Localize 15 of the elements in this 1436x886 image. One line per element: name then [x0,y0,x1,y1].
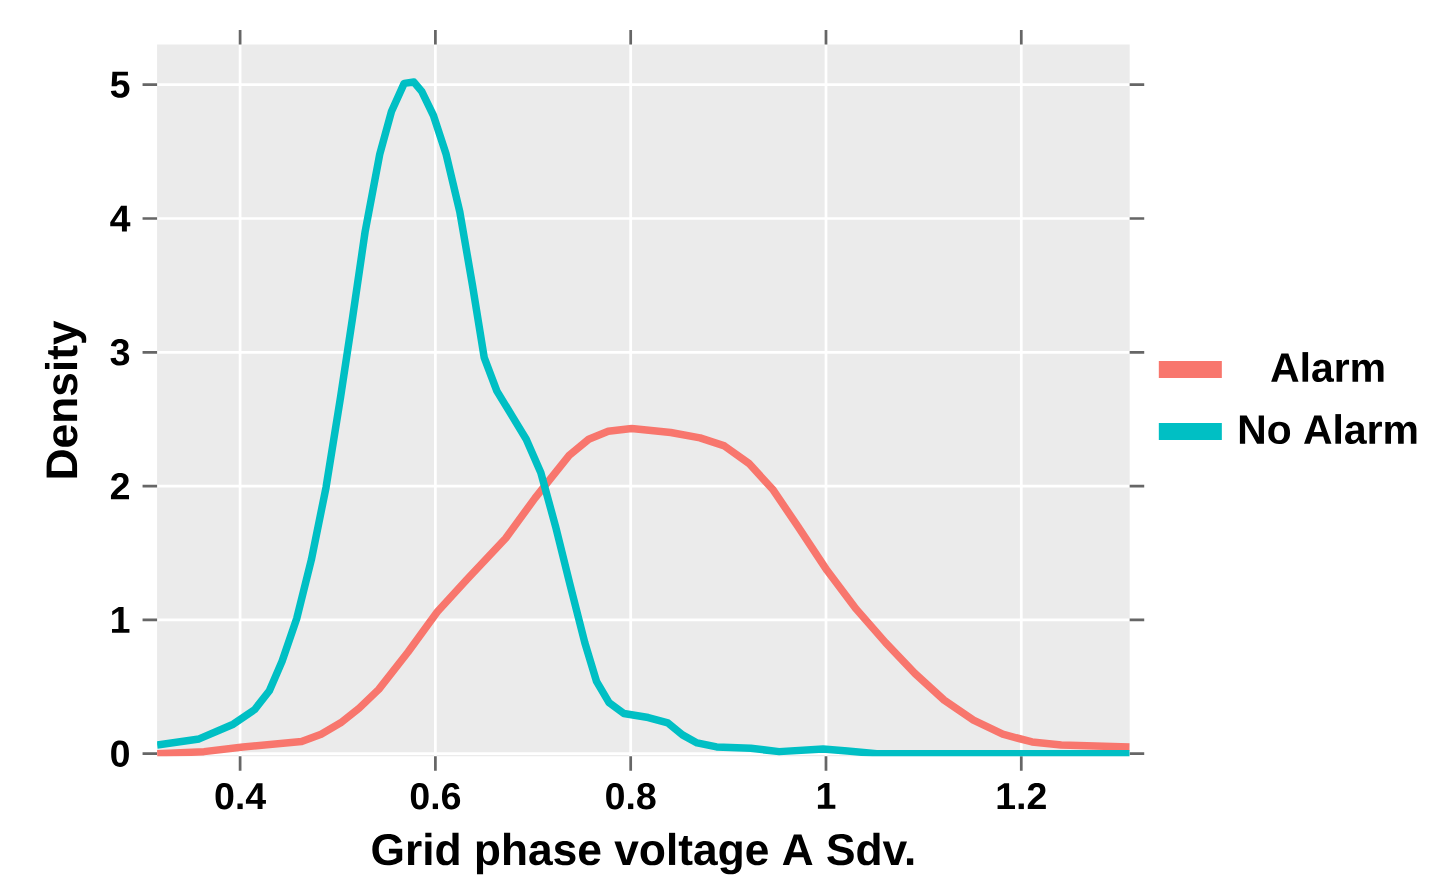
y-tick-label: 1 [112,607,130,633]
y-axis-title: Density [44,320,87,478]
x-tick-label: 0.4 [215,783,266,810]
x-axis-title: Grid phase voltage A Sdv. [372,832,914,875]
x-tick-label: 0.6 [410,783,461,810]
y-tick-label: 3 [110,339,130,366]
x-tick-label: 1 [817,783,836,809]
legend-label: Alarm [1271,352,1384,383]
x-tick-label: 0.8 [606,783,656,810]
y-tick-label: 5 [110,71,130,98]
x-tick-label: 1.2 [997,783,1046,810]
legend-label: No Alarm [1239,414,1417,445]
y-tick-label: 2 [110,473,130,500]
y-tick-label: 0 [111,740,129,768]
y-tick-label: 4 [110,205,131,232]
